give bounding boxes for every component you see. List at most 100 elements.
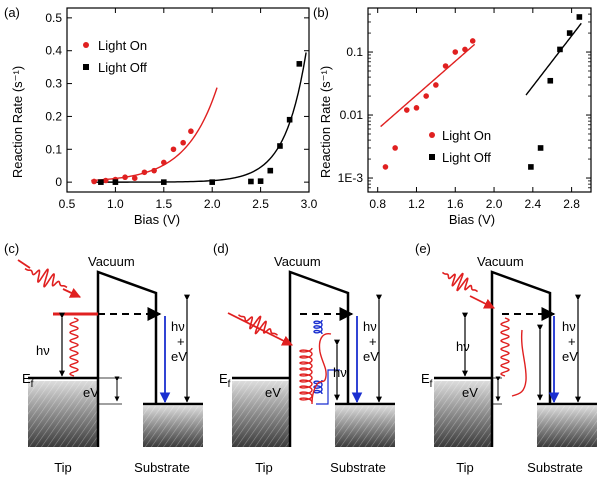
vacuum-label-e: Vacuum	[477, 254, 524, 269]
data-point-light-on-a	[131, 175, 138, 181]
x-axis-label-a: Bias (V)	[134, 212, 180, 227]
photon-wavepacket-d	[238, 314, 278, 336]
data-point-light-off-a	[248, 178, 254, 185]
hv-label-d: hν	[333, 365, 347, 380]
substrate-hatch-c	[143, 406, 203, 447]
photon-wavepacket-c	[24, 267, 68, 289]
energy-diagram-c: (c) Vacuum hν Ef eV hν + eV	[4, 241, 203, 475]
plasmon-spring-e	[500, 317, 510, 377]
x-tick-label-b: 0.8	[369, 197, 386, 211]
hv-label-e: hν	[456, 339, 470, 354]
energy-diagram-e: (e) Vacuum hν Ef eV hν + eV Tip Substrat…	[415, 241, 597, 475]
data-point-light-on-b	[403, 107, 410, 113]
panel-label-c: (c)	[4, 241, 19, 256]
panel-label-a: (a)	[4, 5, 20, 20]
data-point-light-on-a	[122, 174, 128, 181]
panel-label-e: (e)	[415, 241, 431, 256]
y-tick-label-a: 0.3	[45, 77, 62, 91]
ev-label-c: eV	[83, 385, 99, 400]
legend-label-light-off-b: Light Off	[442, 150, 491, 165]
data-point-light-off-b	[576, 14, 583, 20]
vacuum-label-d: Vacuum	[274, 254, 321, 269]
substrate-hatch-d	[335, 406, 395, 447]
data-point-light-on-b	[392, 145, 398, 151]
x-tick-label-a: 2.5	[252, 197, 269, 211]
data-point-light-on-b	[423, 93, 429, 99]
y-tick-label-b: 0.1	[346, 45, 363, 59]
y-tick-label-b: 1E-3	[338, 171, 364, 185]
substrate-hatch-e	[537, 406, 597, 447]
x-tick-label-b: 2.4	[524, 197, 541, 211]
x-tick-label-b: 2.8	[563, 197, 580, 211]
tip-hatch-d	[232, 381, 290, 447]
data-point-light-on-b	[469, 38, 476, 44]
x-tick-label-a: 0.5	[59, 197, 76, 211]
plot-frame-a	[66, 7, 310, 193]
data-point-light-on-a	[180, 139, 186, 146]
x-axis-label-b: Bias (V)	[449, 212, 495, 227]
photon-absorption-spring-c	[69, 317, 79, 377]
tip-label-c: Tip	[54, 460, 72, 475]
fit-lines-b	[380, 22, 582, 128]
data-points-a	[91, 61, 303, 185]
hv-ev-label-3-e: eV	[562, 349, 578, 364]
photon-tail-c	[17, 259, 31, 269]
fit-line-light-on-a	[91, 87, 218, 182]
x-tick-label-a: 3.0	[301, 197, 318, 211]
legend-marker-light-on-b	[429, 132, 435, 138]
legend-label-light-off-a: Light Off	[98, 60, 147, 75]
hv-label-c: hν	[36, 343, 50, 358]
data-point-light-off-a	[161, 179, 167, 185]
x-tick-label-a: 1.0	[107, 197, 124, 211]
data-point-light-off-a	[98, 179, 104, 185]
x-tick-label-b: 1.2	[408, 197, 425, 211]
y-axis-label-a: Reaction Rate (s⁻¹)	[10, 66, 25, 178]
hv-ev-label-1-d: hν	[363, 319, 377, 334]
axis-ticks-a: 0.5 1.0 1.5 2.0 2.5 3.0 0 0.1 0.2 0.3 0.4 0.5	[45, 8, 318, 211]
photon-arrow-e	[469, 295, 495, 309]
data-point-light-on-a	[91, 178, 97, 185]
chart-b: (b) Reaction Rate (s⁻¹) Bias (V) 0.8 1.2 1…	[313, 5, 592, 227]
fermi-label-e: Ef	[421, 371, 433, 390]
data-point-light-on-b	[462, 46, 468, 53]
data-point-light-off-b	[566, 30, 573, 36]
plasmon-spectrum-e	[511, 329, 527, 397]
y-tick-label-b: 0.01	[340, 108, 364, 122]
legend-label-light-on-b: Light On	[442, 128, 491, 143]
y-tick-label-a: 0	[55, 175, 62, 189]
data-point-light-on-b	[413, 105, 420, 111]
energy-diagram-d: (d) Vacuum hν Ef eV hν + eV Tip Substra	[213, 241, 395, 475]
data-point-light-off-b	[528, 164, 534, 170]
data-point-light-off-b	[537, 145, 544, 151]
ev-label-d: eV	[265, 385, 281, 400]
legend-marker-light-on-a	[83, 42, 89, 48]
x-tick-label-a: 1.5	[155, 197, 172, 211]
data-point-light-on-a	[188, 128, 194, 135]
legend-label-light-on-a: Light On	[98, 38, 147, 53]
y-axis-label-b: Reaction Rate (s⁻¹)	[318, 66, 333, 178]
chart-a: (a) Reaction Rate (s⁻¹) Bias (V) 0.5 1.0 1…	[4, 5, 318, 227]
vacuum-barrier-e	[490, 270, 552, 447]
vacuum-label-c: Vacuum	[88, 254, 135, 269]
electron-spring-upper-d	[313, 319, 323, 335]
plasmon-spring-d	[299, 347, 313, 403]
data-point-light-on-b	[452, 49, 459, 55]
hv-ev-label-1-e: hν	[562, 319, 576, 334]
tip-hatch-c	[28, 381, 98, 447]
data-points-b	[382, 14, 583, 170]
panel-label-d: (d)	[213, 241, 229, 256]
data-point-light-on-a	[141, 169, 148, 176]
data-point-light-on-a	[170, 146, 177, 153]
tip-hatch-e	[434, 381, 492, 447]
data-point-light-off-b	[557, 46, 563, 53]
hv-ev-label-2-c: +	[177, 334, 185, 349]
photon-arrow-c	[62, 287, 81, 298]
hv-ev-label-1-c: hν	[171, 319, 185, 334]
legend-marker-light-off-b	[429, 154, 435, 160]
vacuum-barrier-c	[96, 270, 158, 447]
substrate-label-d: Substrate	[330, 460, 386, 475]
data-point-light-off-a	[286, 116, 293, 123]
x-tick-label-a: 2.0	[204, 197, 221, 211]
data-point-light-off-a	[267, 167, 274, 174]
substrate-label-e: Substrate	[527, 460, 583, 475]
